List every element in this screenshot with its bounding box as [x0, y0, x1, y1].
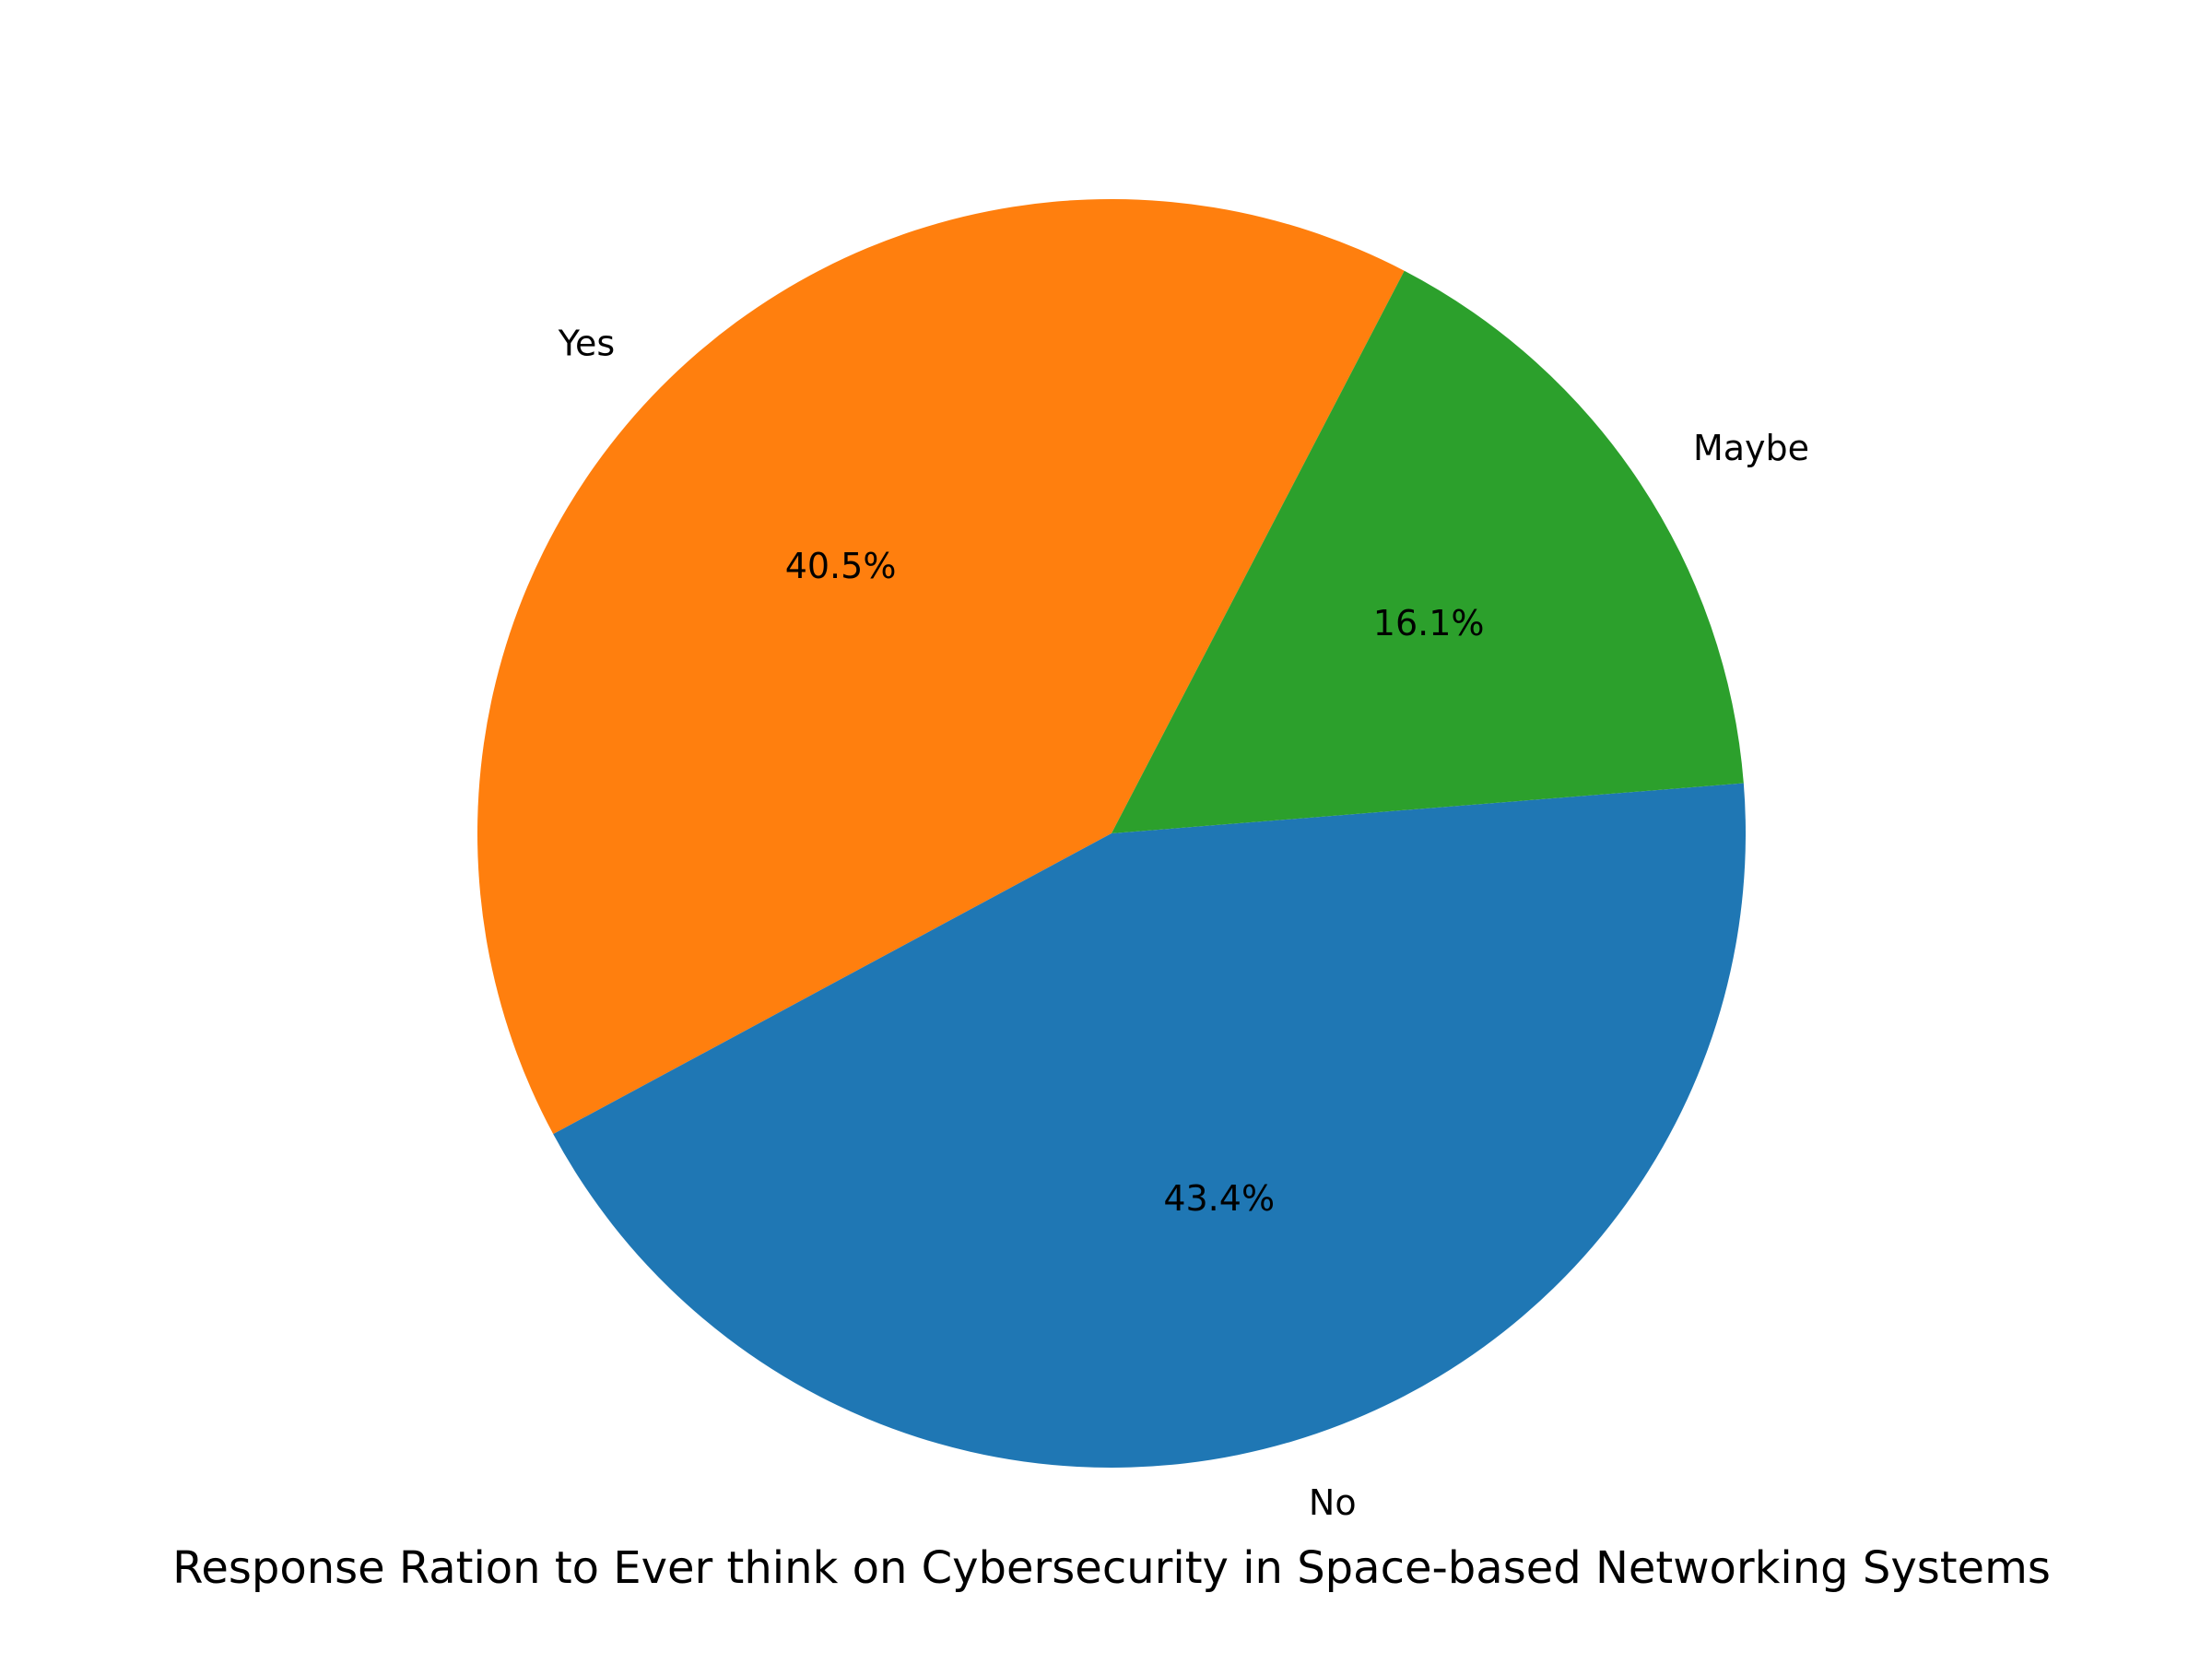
- chart-title: Response Ration to Ever think on Cyberse…: [172, 1542, 2051, 1594]
- pie-slice-yes: [477, 199, 1405, 1135]
- slice-label-maybe: Maybe: [1693, 428, 1809, 468]
- pie-labels: Yes 40.5% No 43.4% Maybe 16.1%: [558, 324, 1809, 1523]
- slice-percent-no: 43.4%: [1163, 1178, 1275, 1219]
- pie-slices: [477, 199, 1746, 1469]
- slice-label-yes: Yes: [558, 324, 615, 364]
- slice-percent-maybe: 16.1%: [1373, 603, 1485, 643]
- slice-percent-yes: 40.5%: [785, 546, 897, 586]
- slice-label-no: No: [1309, 1482, 1357, 1523]
- pie-slice-maybe: [1112, 270, 1744, 833]
- pie-slice-no: [553, 783, 1746, 1469]
